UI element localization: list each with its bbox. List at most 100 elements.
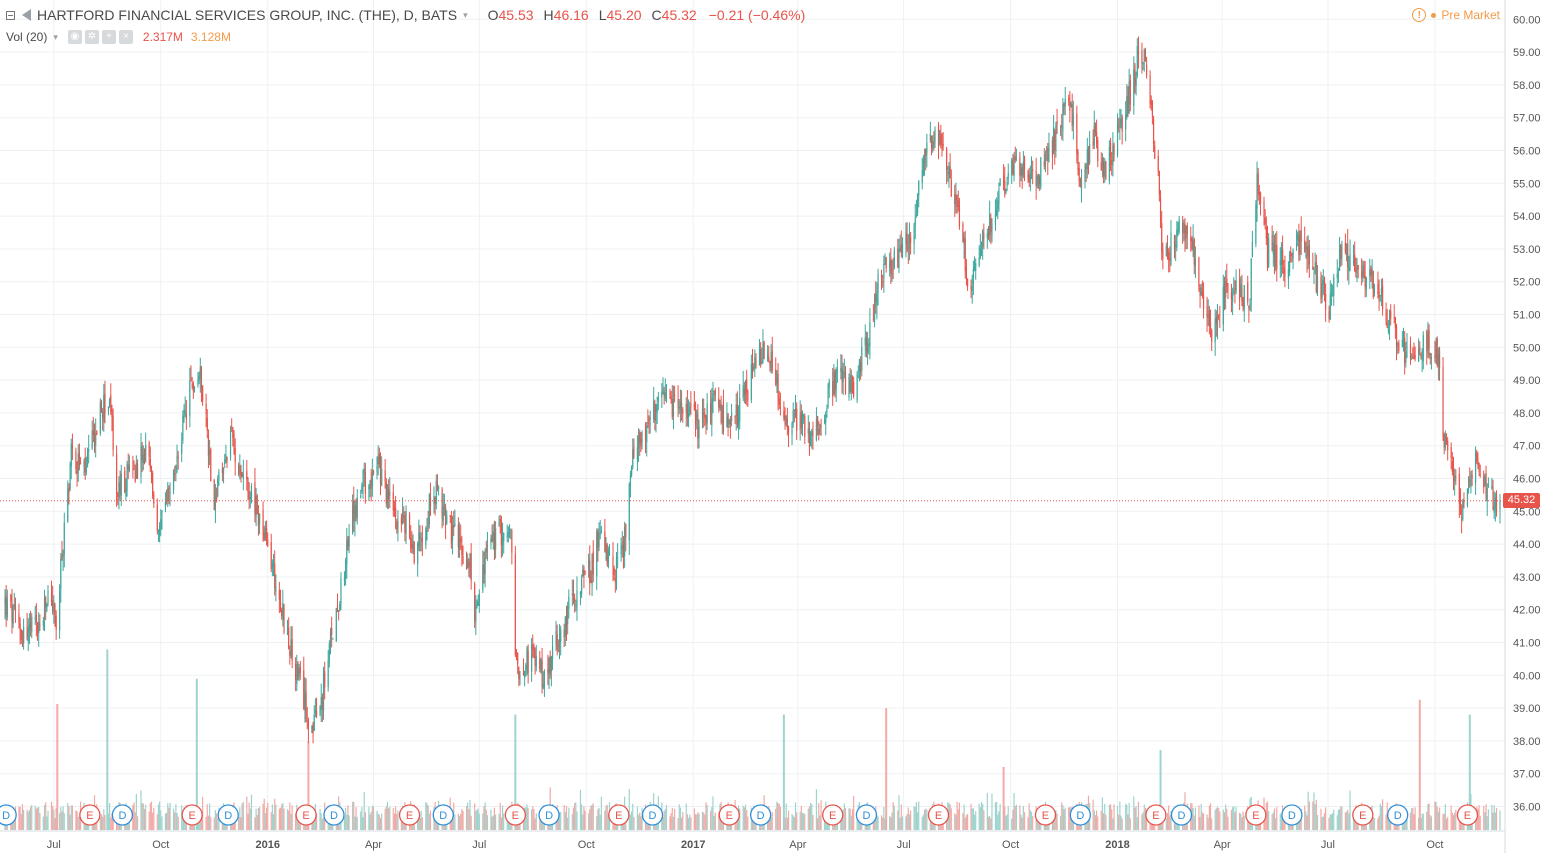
candle-body <box>971 285 973 291</box>
candle-body <box>997 200 999 210</box>
candle-body <box>514 554 516 655</box>
gear-icon[interactable]: ✲ <box>84 30 99 44</box>
volume-bar <box>999 803 1001 830</box>
candle-body <box>543 671 546 688</box>
volume-bar <box>148 811 150 830</box>
earnings-marker-icon[interactable] <box>1456 804 1479 826</box>
earnings-marker-icon[interactable] <box>608 804 630 826</box>
earnings-marker-icon[interactable] <box>1352 804 1374 826</box>
plus-icon[interactable]: + <box>101 30 116 44</box>
candle-body <box>112 415 114 450</box>
candle-body <box>205 403 207 414</box>
volume-controls: ◉ ✲ + × <box>67 30 133 44</box>
candle-body <box>539 658 541 669</box>
earnings-marker-icon[interactable] <box>1034 804 1057 826</box>
volume-bar <box>200 817 203 830</box>
candle-body <box>240 468 242 476</box>
close-icon[interactable]: × <box>118 30 133 44</box>
candle-body <box>324 671 326 688</box>
volume-label[interactable]: Vol (20) <box>6 30 48 44</box>
dividend-marker-icon[interactable] <box>432 804 454 826</box>
earnings-marker-icon[interactable] <box>398 804 421 826</box>
event-marker-label: D <box>1394 810 1402 822</box>
candle-body <box>209 449 211 455</box>
volume-bar <box>799 811 801 830</box>
dividend-marker-icon[interactable] <box>855 804 878 826</box>
volume-bar <box>165 812 168 830</box>
dividend-marker-icon[interactable] <box>323 804 345 826</box>
candle-body <box>279 602 282 606</box>
volume-chevron-icon[interactable]: ▾ <box>53 31 58 42</box>
volume-bar <box>1051 818 1054 830</box>
volume-bar <box>1325 807 1327 830</box>
event-marker-label: E <box>829 810 836 822</box>
dividend-marker-icon[interactable] <box>1387 804 1409 826</box>
volume-bar <box>1455 809 1457 830</box>
volume-bar <box>950 808 952 830</box>
candle-body <box>59 590 61 631</box>
earnings-marker-icon[interactable] <box>181 804 203 826</box>
earnings-marker-icon[interactable] <box>718 804 740 826</box>
dividend-marker-icon[interactable] <box>749 804 772 826</box>
dividend-marker-icon[interactable] <box>1069 804 1091 826</box>
volume-bar <box>1402 817 1405 830</box>
volume-bar <box>710 810 712 830</box>
volume-bar <box>1434 801 1436 830</box>
volume-bar <box>182 814 184 830</box>
candle-body <box>1191 240 1193 249</box>
dividend-marker-icon[interactable] <box>111 804 134 826</box>
candle-body <box>95 432 97 446</box>
volume-bar <box>61 811 63 830</box>
candle-body <box>947 171 949 174</box>
volume-bar <box>1321 817 1323 830</box>
candle-body <box>46 604 48 611</box>
candle-body <box>1157 156 1159 172</box>
dividend-marker-icon[interactable] <box>0 804 17 826</box>
candle-body <box>758 348 761 366</box>
collapse-icon[interactable] <box>6 10 15 20</box>
volume-bar <box>1347 809 1349 830</box>
candle-body <box>1176 229 1178 249</box>
volume-bar <box>641 807 643 830</box>
candle-body <box>656 404 658 413</box>
chevron-down-icon[interactable]: ▾ <box>463 9 468 20</box>
symbol-title[interactable]: HARTFORD FINANCIAL SERVICES GROUP, INC. … <box>37 7 458 23</box>
candle-body <box>85 467 87 472</box>
flag-icon[interactable] <box>22 9 31 21</box>
candle-body <box>1452 470 1455 479</box>
dividend-marker-icon[interactable] <box>1281 804 1303 826</box>
dividend-marker-icon[interactable] <box>217 804 239 826</box>
volume-bar <box>705 802 707 830</box>
eye-icon[interactable]: ◉ <box>67 30 82 44</box>
volume-bar <box>1331 813 1334 830</box>
candle-body <box>1072 114 1074 126</box>
candle-body <box>1320 277 1322 300</box>
dividend-marker-icon[interactable] <box>641 804 664 826</box>
candle-body <box>722 402 725 431</box>
earnings-marker-icon[interactable] <box>1245 804 1267 826</box>
volume-bar <box>1206 814 1208 830</box>
earnings-marker-icon[interactable] <box>822 804 844 826</box>
candle-body <box>444 507 447 526</box>
volume-bar <box>60 807 62 830</box>
earnings-marker-icon[interactable] <box>1145 804 1167 826</box>
dividend-marker-icon[interactable] <box>1170 804 1193 826</box>
volume-bar <box>476 809 478 830</box>
candle-body <box>181 443 183 455</box>
earnings-marker-icon[interactable] <box>295 804 317 826</box>
candle-body <box>727 413 729 428</box>
volume-bar <box>107 813 110 830</box>
volume-bar <box>376 810 378 830</box>
candle-body <box>1233 290 1235 294</box>
earnings-marker-icon[interactable] <box>504 804 526 826</box>
premarket-indicator[interactable]: ! Pre Market <box>1412 8 1500 22</box>
candle-body <box>291 639 293 661</box>
dividend-marker-icon[interactable] <box>538 804 560 826</box>
earnings-marker-icon[interactable] <box>79 804 101 826</box>
candle-body <box>134 470 136 482</box>
volume-bar <box>696 814 698 830</box>
earnings-marker-icon[interactable] <box>927 804 950 826</box>
volume-bar <box>922 814 924 830</box>
candle-body <box>511 530 513 553</box>
